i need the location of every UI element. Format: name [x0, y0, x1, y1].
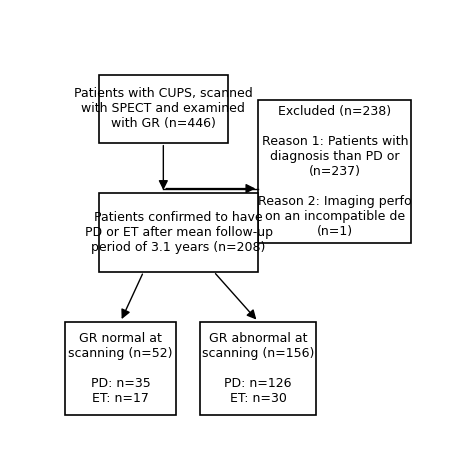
Text: Patients confirmed to have
PD or ET after mean follow-up
period of 3.1 years (n=: Patients confirmed to have PD or ET afte… [85, 211, 273, 254]
FancyBboxPatch shape [258, 100, 411, 243]
FancyBboxPatch shape [200, 322, 316, 415]
FancyBboxPatch shape [99, 75, 228, 143]
Text: Excluded (n=238)

Reason 1: Patients with
diagnosis than PD or
(n=237)

Reason 2: Excluded (n=238) Reason 1: Patients with… [258, 105, 411, 238]
Text: GR abnormal at
scanning (n=156)

PD: n=126
ET: n=30: GR abnormal at scanning (n=156) PD: n=12… [202, 332, 314, 405]
FancyBboxPatch shape [65, 322, 175, 415]
FancyBboxPatch shape [99, 193, 258, 272]
Text: Patients with CUPS, scanned
with SPECT and examined
with GR (n=446): Patients with CUPS, scanned with SPECT a… [74, 87, 253, 130]
Text: GR normal at
scanning (n=52)

PD: n=35
ET: n=17: GR normal at scanning (n=52) PD: n=35 ET… [68, 332, 173, 405]
